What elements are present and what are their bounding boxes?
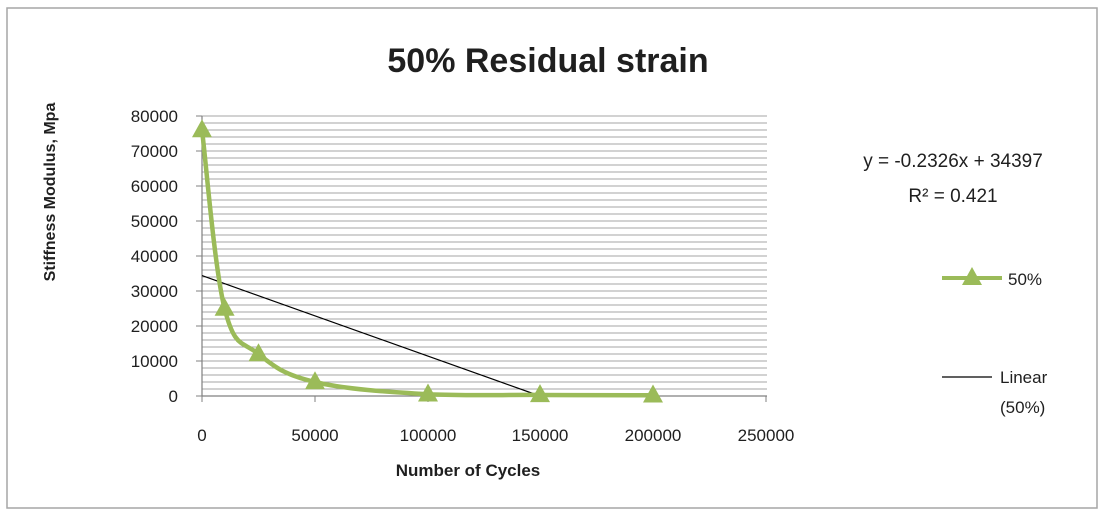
y-tick-label: 50000 <box>131 212 178 231</box>
data-point-marker <box>530 384 550 403</box>
data-point-marker <box>248 343 269 362</box>
legend-series-marker <box>962 267 982 285</box>
x-tick-label: 200000 <box>625 426 682 445</box>
chart-border <box>6 7 1098 509</box>
trendline-r-squared: R² = 0.421 <box>908 186 997 207</box>
x-tick-labels: 0 50000 100000 150000 200000 250000 <box>197 426 794 445</box>
x-tick-label: 250000 <box>738 426 795 445</box>
series-group <box>192 119 663 403</box>
y-tick-label: 0 <box>169 387 178 406</box>
chart-title: 50% Residual strain <box>387 42 708 80</box>
gridlines <box>202 115 767 390</box>
x-tick-label: 0 <box>197 426 206 445</box>
y-tick-label: 30000 <box>131 282 178 301</box>
x-tick-label: 150000 <box>512 426 569 445</box>
legend-series-label: 50% <box>1008 270 1042 289</box>
y-tick-label: 60000 <box>131 177 178 196</box>
y-tick-label: 20000 <box>131 317 178 336</box>
y-axis-title: Stiffness Modulus, Mpa <box>42 103 59 282</box>
x-axis-title: Number of Cycles <box>396 461 541 480</box>
y-tick-label: 70000 <box>131 142 178 161</box>
data-point-marker <box>418 383 438 402</box>
y-tick-label: 80000 <box>131 107 178 126</box>
y-tick-label: 40000 <box>131 247 178 266</box>
data-point-marker <box>192 119 212 138</box>
trendline-equation: y = -0.2326x + 34397 <box>863 151 1043 172</box>
legend-trendline-label: Linear (50%) <box>1000 368 1052 417</box>
trendline-group <box>201 275 541 397</box>
x-tick-label: 50000 <box>291 426 338 445</box>
trendline <box>201 275 541 397</box>
data-point-marker <box>643 384 663 403</box>
y-tick-label: 10000 <box>131 352 178 371</box>
y-tick-labels: 0 10000 20000 30000 40000 50000 60000 70000 8000… <box>131 107 178 406</box>
data-point-marker <box>305 371 325 390</box>
data-point-marker <box>214 297 235 316</box>
legend: 50% Linear (50%) <box>942 267 1052 417</box>
x-tick-label: 100000 <box>400 426 457 445</box>
